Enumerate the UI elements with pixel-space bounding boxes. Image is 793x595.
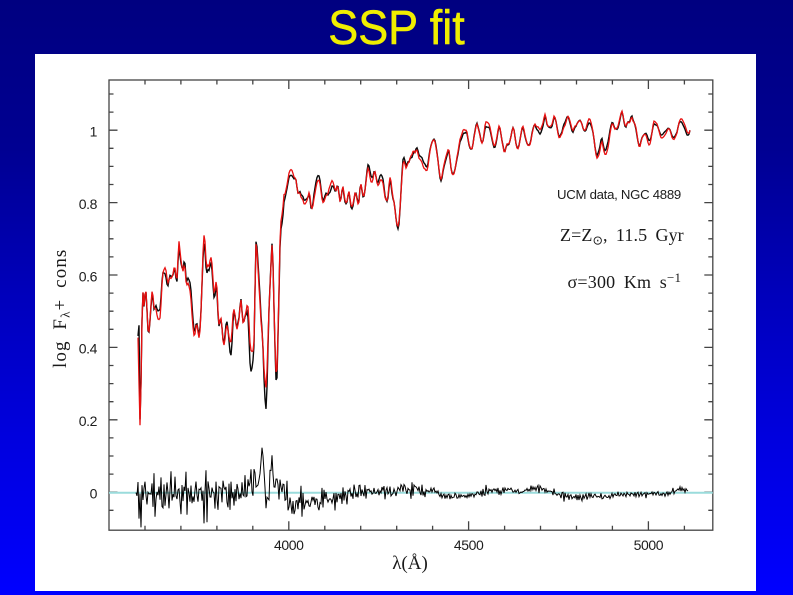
svg-text:log Fλ+ cons: log Fλ+ cons [50, 249, 73, 368]
svg-text:UCM data, NGC 4889: UCM data, NGC 4889 [557, 187, 681, 202]
svg-text:1: 1 [90, 124, 98, 140]
svg-text:4500: 4500 [454, 537, 484, 553]
svg-text:0.8: 0.8 [79, 196, 98, 212]
svg-text:σ=300 Km s−1: σ=300 Km s−1 [568, 270, 682, 292]
svg-text:Z=Z⊙, 11.5 Gyr: Z=Z⊙, 11.5 Gyr [560, 225, 684, 248]
svg-text:λ(Å): λ(Å) [392, 553, 428, 574]
svg-text:0: 0 [90, 486, 98, 502]
svg-text:5000: 5000 [634, 537, 664, 553]
svg-text:4000: 4000 [274, 537, 304, 553]
svg-text:0.2: 0.2 [79, 413, 98, 429]
svg-text:0.6: 0.6 [79, 268, 98, 284]
svg-text:0.4: 0.4 [79, 341, 98, 357]
